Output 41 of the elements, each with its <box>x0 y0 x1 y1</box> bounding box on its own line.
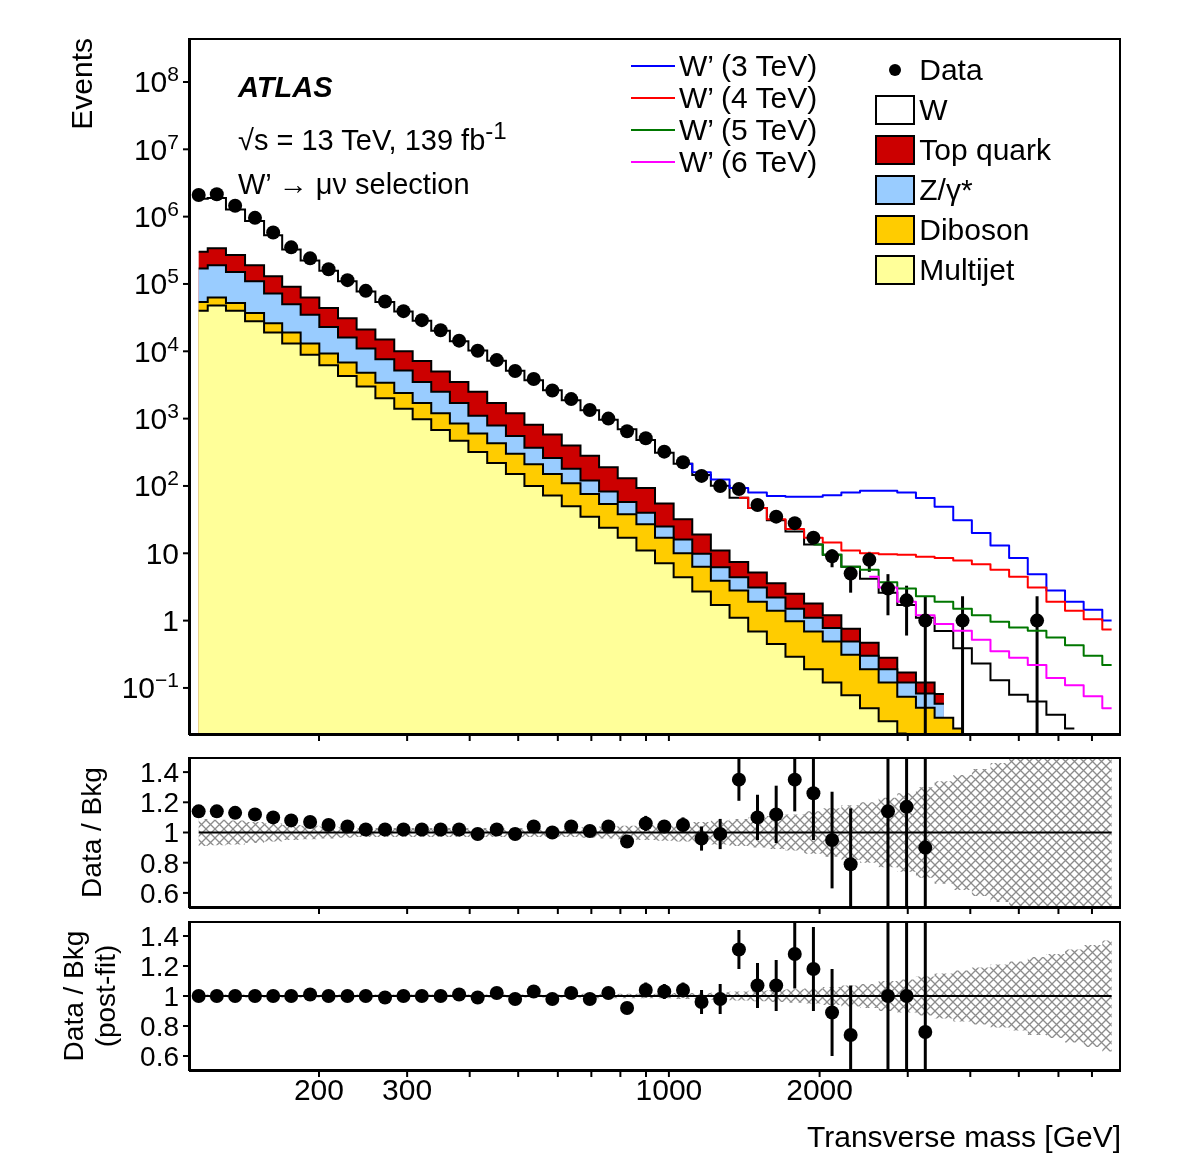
legend-label: W’ (6 TeV) <box>678 145 818 179</box>
legend-label: Top quark <box>919 133 1051 167</box>
legend-label: W’ (4 TeV) <box>678 81 818 115</box>
y-tick-label: 0.8 <box>140 847 179 879</box>
annotation: W’ → μν selection <box>238 166 471 202</box>
y-tick-label: 10$^{−1}$ <box>121 667 179 705</box>
y-tick-label: 1 <box>162 604 179 638</box>
y-tick-label: 10$^{4}$ <box>133 331 180 368</box>
legend-label: Diboson <box>919 213 1030 247</box>
annotation: ATLAS <box>238 70 334 105</box>
legend-label: W’ (5 TeV) <box>678 113 818 147</box>
legend-label: Z/γ* <box>919 173 973 207</box>
legend-label: W <box>919 93 948 127</box>
y-tick-label: 10$^{7}$ <box>133 129 179 166</box>
y-tick-label: 10 <box>145 536 179 570</box>
x-tick-label: 1000 <box>635 1073 703 1107</box>
y-tick-label: 1.2 <box>140 787 179 819</box>
y-tick-label: 1.2 <box>140 950 179 982</box>
y-tick-label: 1 <box>163 817 179 849</box>
y-tick-label: 0.6 <box>140 1040 179 1072</box>
y-tick-label: 0.8 <box>140 1010 179 1042</box>
y-axis-title: Events <box>65 38 98 132</box>
y-axis-title: Data / Bkg (post-fit) <box>58 929 122 1064</box>
y-tick-label: 10$^{3}$ <box>133 398 179 436</box>
x-axis-title: Transverse mass [GeV] <box>807 1120 1121 1153</box>
annotation: √s = 13 TeV, 139 fb$^{-1}$ <box>238 116 507 158</box>
y-tick-label: 10$^{2}$ <box>133 465 179 503</box>
y-tick-label: 1 <box>163 980 179 1012</box>
legend-label: W’ (3 TeV) <box>678 49 818 83</box>
legend-label: Data <box>919 53 983 87</box>
x-tick-label: 200 <box>293 1073 345 1107</box>
y-tick-label: 1.4 <box>140 920 179 952</box>
legend-label: Multijet <box>919 253 1015 287</box>
y-tick-label: 1.4 <box>140 756 179 788</box>
y-tick-label: 10$^{8}$ <box>133 61 179 99</box>
y-tick-label: 0.6 <box>140 877 179 909</box>
y-tick-label: 10$^{5}$ <box>133 263 179 301</box>
x-tick-label: 2000 <box>786 1073 853 1107</box>
y-axis-title: Data / Bkg <box>76 766 108 900</box>
y-tick-label: 10$^{6}$ <box>133 196 179 234</box>
x-tick-label: 300 <box>382 1073 433 1107</box>
